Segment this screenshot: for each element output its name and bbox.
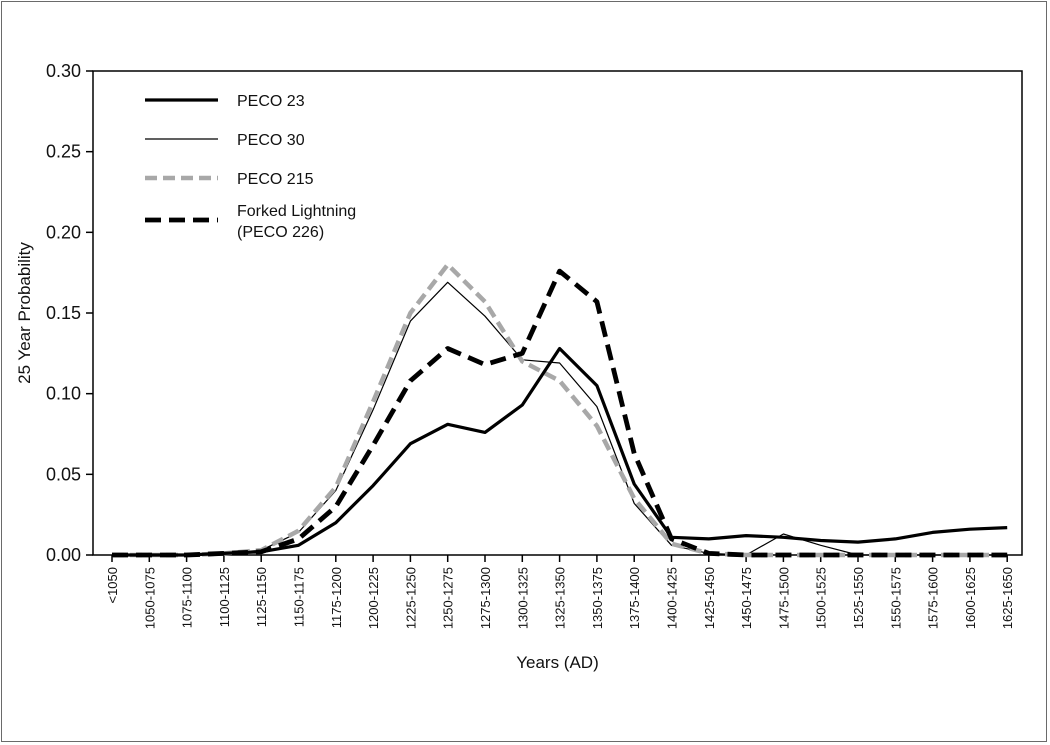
- legend-label: PECO 30: [237, 132, 305, 149]
- x-tick-label: 1450-1475: [739, 567, 754, 629]
- x-tick-label: 1550-1575: [888, 567, 903, 629]
- x-tick-label: 1100-1125: [217, 567, 232, 627]
- x-tick-label: 1600-1625: [963, 567, 978, 629]
- x-axis-title: Years (AD): [516, 653, 599, 672]
- x-tick-label: 1075-1100: [180, 567, 195, 628]
- x-tick-label: 1625-1650: [1000, 567, 1015, 629]
- legend-label: (PECO 226): [237, 224, 324, 241]
- y-tick-label: 0.05: [46, 464, 81, 484]
- x-tick-label: 1300-1325: [515, 567, 530, 629]
- series-line-forked-lightning-peco-226: [112, 268, 1008, 558]
- plot-area-frame: [92, 70, 1023, 556]
- x-tick-label: 1525-1550: [851, 567, 866, 629]
- x-tick-label: 1125-1150: [254, 567, 269, 627]
- y-tick-label: 0.25: [46, 142, 81, 162]
- x-tick-label: 1400-1425: [665, 567, 680, 629]
- legend-label: Forked Lightning: [237, 203, 356, 220]
- x-axis: <1050 1050-1075 1075-1100 1100-1125 1125-115…: [105, 555, 1015, 629]
- series-layer: [112, 262, 1008, 558]
- x-tick-label: 1475-1500: [776, 567, 791, 629]
- x-tick-label: 1225-1250: [403, 567, 418, 629]
- x-tick-label: 1575-1600: [926, 567, 941, 629]
- x-tick-label: 1050-1075: [142, 567, 157, 629]
- x-tick-label: 1375-1400: [627, 567, 642, 629]
- x-tick-label: 1150-1175: [292, 567, 307, 627]
- y-tick-label: 0.20: [46, 222, 81, 242]
- x-tick-label: <1050: [105, 567, 120, 604]
- y-tick-label: 0.00: [46, 545, 81, 565]
- x-tick-label: 1200-1225: [366, 567, 381, 629]
- y-tick-label: 0.10: [46, 384, 81, 404]
- x-tick-label: 1325-1350: [553, 567, 568, 629]
- x-tick-label: 1250-1275: [441, 567, 456, 629]
- series-line-peco-23: [112, 346, 1008, 557]
- legend-label: PECO 215: [237, 171, 314, 188]
- x-tick-label: 1500-1525: [814, 567, 829, 629]
- series-line-peco-215: [112, 262, 1008, 558]
- legend-label: PECO 23: [237, 93, 305, 110]
- x-tick-label: 1425-1450: [702, 567, 717, 629]
- legend: PECO 23 PECO 30 PECO 215 Forked Lightning (P…: [145, 93, 356, 241]
- y-axis-title: 25 Year Probability: [15, 242, 34, 384]
- x-tick-label: 1350-1375: [590, 567, 605, 629]
- x-tick-label: 1175-1200: [329, 567, 344, 628]
- y-tick-label: 0.30: [46, 61, 81, 81]
- y-axis: 0.00 0.05 0.10 0.15 0.20 0.25 0.30: [46, 61, 93, 565]
- y-tick-label: 0.15: [46, 303, 81, 323]
- series-line-peco-30: [112, 281, 1008, 556]
- x-tick-label: 1275-1300: [478, 567, 493, 629]
